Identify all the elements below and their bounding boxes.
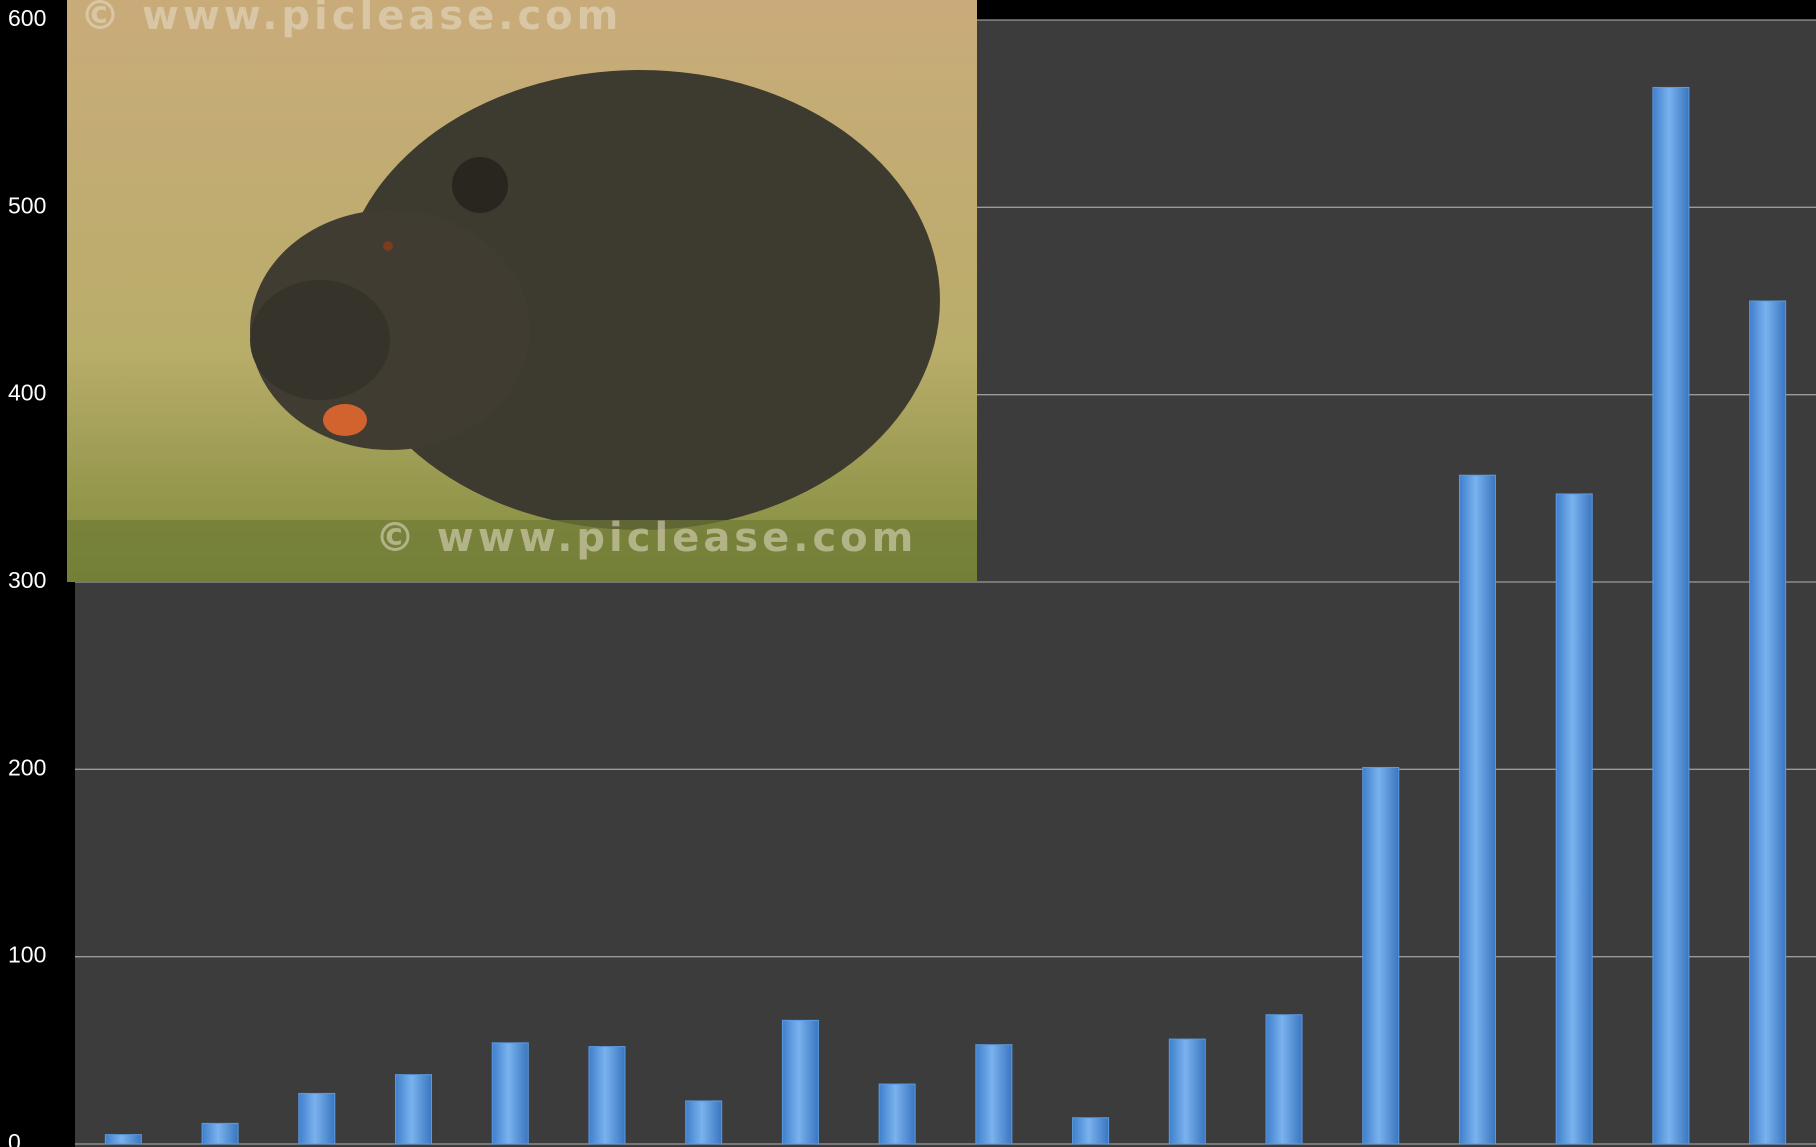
y-tick-label: 200 [8,754,46,780]
y-tick-label: 100 [8,942,46,968]
bar [685,1100,723,1145]
bar [1072,1117,1110,1145]
bar [395,1074,433,1145]
bar [781,1019,819,1145]
bar [975,1044,1013,1145]
bar [298,1092,336,1145]
y-tick-label: 500 [8,192,46,218]
bar [588,1046,626,1145]
bar [1458,474,1496,1145]
y-tick-label: 300 [8,567,46,593]
y-tick-label: 600 [8,5,46,31]
bar [1265,1014,1303,1145]
y-tick-label: 0 [8,1129,21,1147]
y-tick-label: 400 [8,380,46,406]
bar [1749,300,1787,1145]
photo: © www.piclease.com © www.piclease.com [67,0,977,582]
bar [1362,766,1400,1145]
bar [1555,493,1593,1145]
watermark: © www.piclease.com [375,515,917,561]
bar [201,1122,239,1145]
bar [1168,1038,1206,1145]
watermark: © www.piclease.com [80,0,622,39]
bar [878,1083,916,1145]
bar [1652,86,1690,1145]
bar [104,1134,142,1145]
bar [491,1042,529,1145]
